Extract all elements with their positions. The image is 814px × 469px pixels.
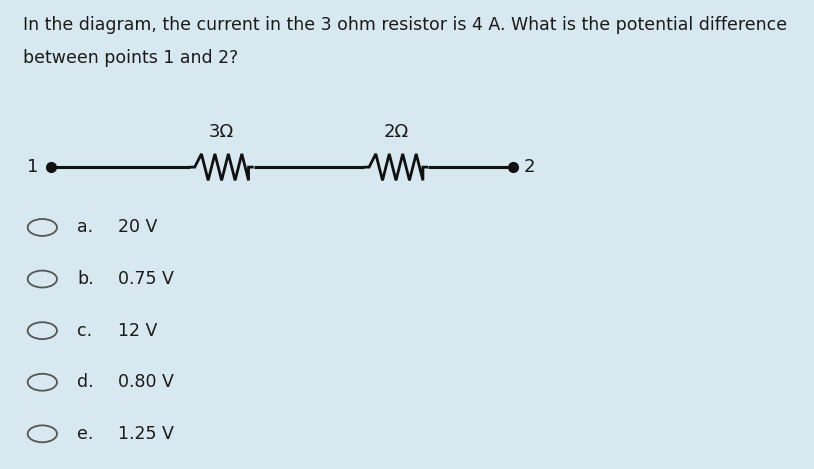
- Text: c.: c.: [77, 322, 93, 340]
- Text: 12 V: 12 V: [118, 322, 157, 340]
- Text: 0.80 V: 0.80 V: [118, 373, 174, 391]
- Text: e.: e.: [77, 425, 94, 443]
- Text: 2Ω: 2Ω: [383, 123, 409, 142]
- Text: 3Ω: 3Ω: [209, 123, 234, 142]
- Text: 1: 1: [28, 158, 39, 176]
- Text: between points 1 and 2?: between points 1 and 2?: [23, 49, 238, 67]
- Text: a.: a.: [77, 219, 94, 236]
- Text: b.: b.: [77, 270, 94, 288]
- Text: d.: d.: [77, 373, 94, 391]
- Text: 20 V: 20 V: [118, 219, 157, 236]
- Text: 1.25 V: 1.25 V: [118, 425, 174, 443]
- Text: 0.75 V: 0.75 V: [118, 270, 174, 288]
- Text: In the diagram, the current in the 3 ohm resistor is 4 A. What is the potential : In the diagram, the current in the 3 ohm…: [23, 16, 787, 34]
- Text: 2: 2: [523, 158, 535, 176]
